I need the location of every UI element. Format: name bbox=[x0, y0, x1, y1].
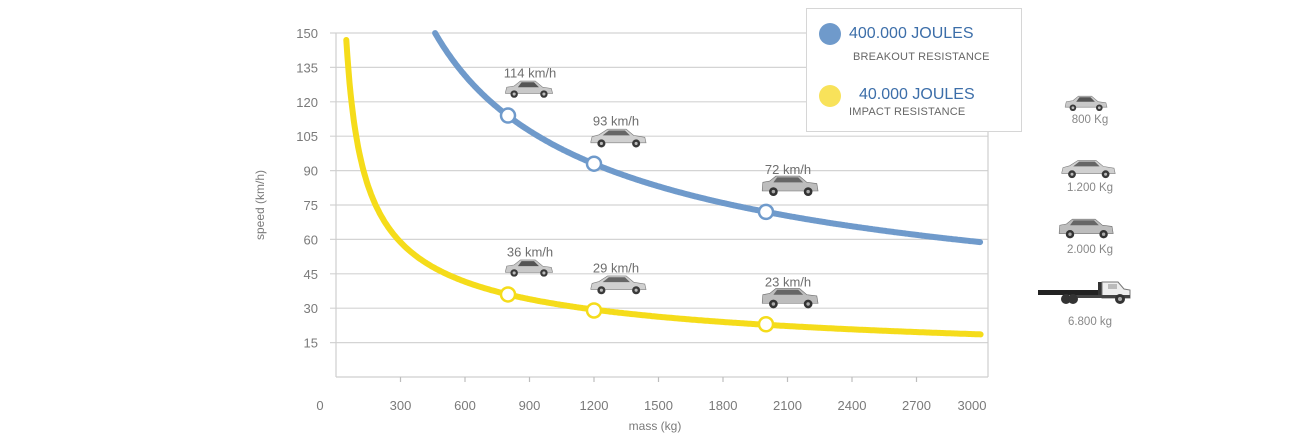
x-tick-label: 2700 bbox=[902, 398, 931, 413]
y-tick-label: 150 bbox=[296, 26, 318, 41]
suv-car-icon bbox=[761, 288, 819, 309]
data-point-marker bbox=[585, 302, 603, 319]
vehicle-legend-item: 2.000 Kg bbox=[1030, 216, 1150, 256]
legend-dot-yellow bbox=[819, 85, 841, 107]
vehicle-legend-item: 800 Kg bbox=[1030, 90, 1150, 126]
data-label: 23 km/h bbox=[765, 274, 811, 289]
y-tick-label: 120 bbox=[296, 95, 318, 110]
legend-subtitle: BREAKOUT RESISTANCE bbox=[853, 51, 990, 63]
suv-car-icon bbox=[1058, 218, 1114, 239]
x-axis-title: mass (kg) bbox=[629, 419, 682, 433]
legend-subtitle: IMPACT RESISTANCE bbox=[849, 106, 966, 118]
legend-title: 400.000 JOULES bbox=[849, 25, 974, 42]
x-tick-label: 2100 bbox=[773, 398, 802, 413]
data-point-marker bbox=[499, 286, 517, 303]
legend-dot-blue bbox=[819, 23, 841, 45]
data-label: 114 km/h bbox=[504, 66, 557, 81]
x-tick-label: 600 bbox=[454, 398, 476, 413]
series-legend: 400.000 JOULES BREAKOUT RESISTANCE 40.00… bbox=[806, 8, 1022, 132]
y-tick-label: 75 bbox=[304, 198, 318, 213]
data-label: 36 km/h bbox=[507, 244, 553, 259]
flatbed-truck-icon bbox=[1038, 281, 1131, 304]
hatchback-car-icon bbox=[590, 128, 647, 148]
data-label: 29 km/h bbox=[593, 260, 639, 275]
x-tick-label: 300 bbox=[390, 398, 412, 413]
vehicle-weight-label: 6.800 kg bbox=[1067, 316, 1113, 328]
small-car-icon bbox=[505, 80, 553, 99]
x-tick-label: 3000 bbox=[958, 398, 987, 413]
legend-title: 40.000 JOULES bbox=[859, 86, 975, 103]
x-tick-label: 1200 bbox=[580, 398, 609, 413]
x-axis: 0 300 600 900 1200 1500 1800 2100 2400 2700 3000 bbox=[316, 377, 986, 413]
y-axis: 15 30 45 60 75 90 105 120 135 150 bbox=[296, 26, 318, 351]
y-axis-title: speed (km/h) bbox=[253, 170, 267, 240]
data-point-marker bbox=[499, 107, 517, 124]
vehicle-weight-label: 800 Kg bbox=[1071, 114, 1109, 126]
series-line-impact bbox=[343, 37, 984, 338]
hatchback-car-icon bbox=[590, 275, 647, 295]
data-point-marker bbox=[585, 155, 603, 172]
x-tick-label: 1800 bbox=[709, 398, 738, 413]
vehicle-weight-label: 2.000 Kg bbox=[1066, 244, 1114, 256]
series-curves bbox=[343, 30, 984, 338]
data-labels: 114 km/h 93 km/h 72 km/h 36 km/h 29 km/h 23 k… bbox=[504, 66, 811, 290]
y-tick-label: 15 bbox=[304, 336, 318, 351]
data-label: 93 km/h bbox=[593, 114, 639, 129]
x-tick-label: 2400 bbox=[838, 398, 867, 413]
y-tick-label: 135 bbox=[296, 60, 318, 75]
y-tick-label: 30 bbox=[304, 301, 318, 316]
data-points bbox=[499, 107, 775, 333]
x-tick-label: 900 bbox=[519, 398, 541, 413]
vehicle-legend-item: 1.200 Kg bbox=[1030, 156, 1150, 194]
suv-car-icon bbox=[761, 175, 819, 197]
series-line-breakout bbox=[432, 30, 984, 246]
x-tick-label: 0 bbox=[316, 398, 323, 413]
y-tick-label: 105 bbox=[296, 129, 318, 144]
y-tick-label: 45 bbox=[304, 267, 318, 282]
y-tick-label: 90 bbox=[304, 164, 318, 179]
vehicle-weight-label: 1.200 Kg bbox=[1066, 182, 1114, 194]
data-point-marker bbox=[757, 203, 775, 221]
y-tick-label: 60 bbox=[304, 232, 318, 247]
x-tick-label: 1500 bbox=[644, 398, 673, 413]
data-point-marker bbox=[757, 316, 775, 333]
vehicle-legend-item: 6.800 kg bbox=[1030, 276, 1150, 328]
data-label: 72 km/h bbox=[765, 162, 811, 177]
